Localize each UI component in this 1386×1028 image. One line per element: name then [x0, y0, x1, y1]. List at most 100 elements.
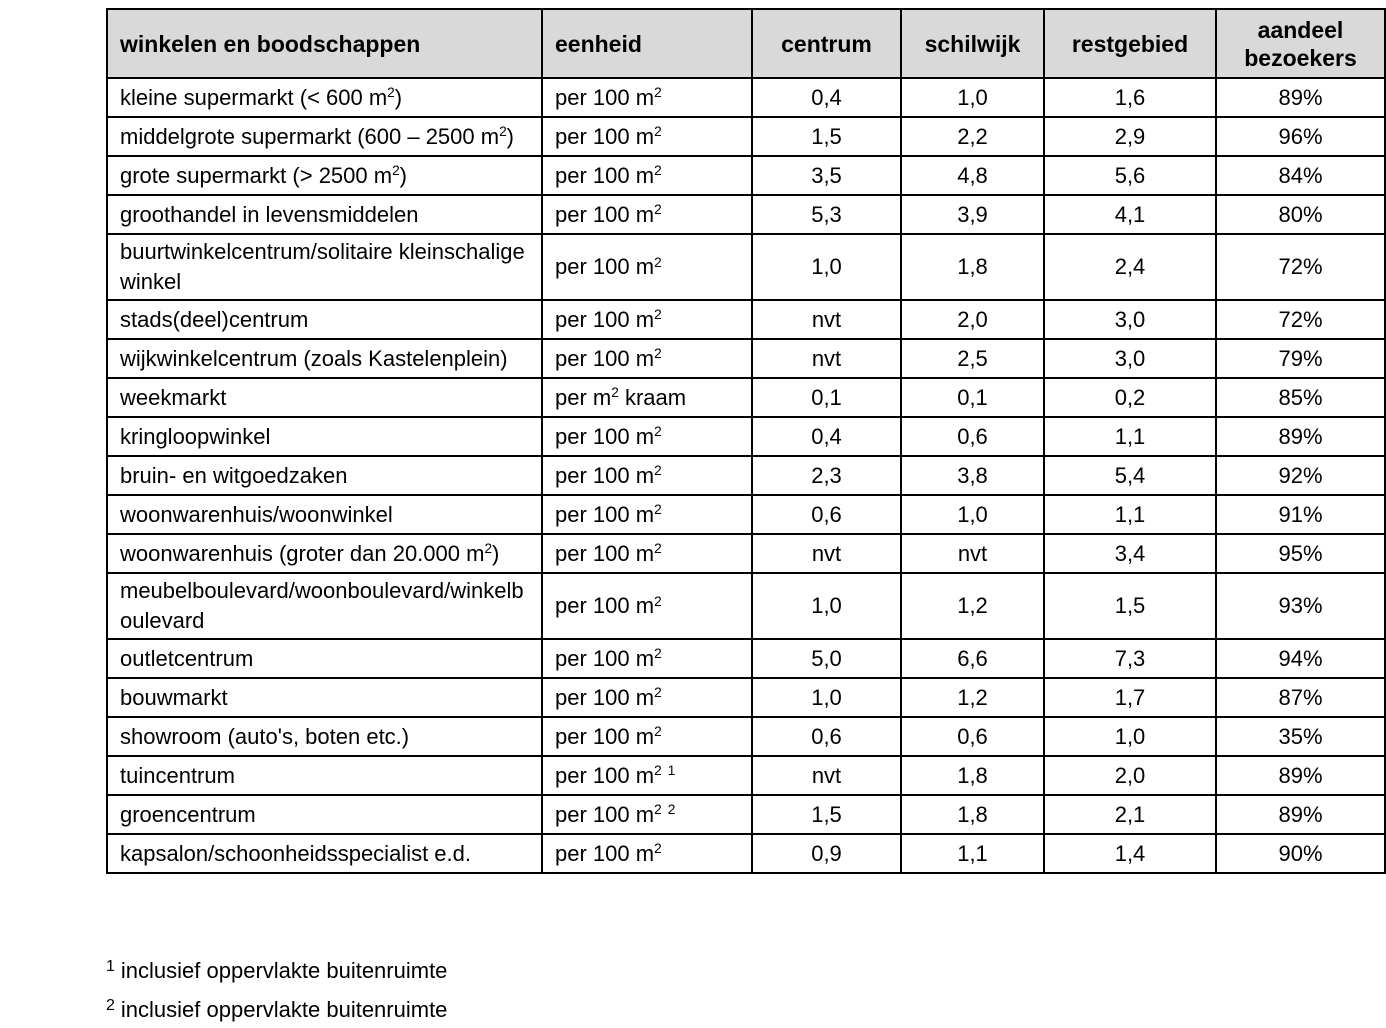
cell-aandeel-bezoekers: 96%	[1215, 116, 1386, 157]
superscript: 2	[654, 346, 662, 361]
cell-centrum: 0,4	[751, 77, 902, 118]
cell-centrum: 0,6	[751, 494, 902, 535]
footnote-marker: 2	[106, 996, 115, 1014]
cell-centrum: 0,1	[751, 377, 902, 418]
cell-eenheid: per 100 m2	[541, 572, 753, 640]
column-header-eenheid: eenheid	[541, 8, 753, 79]
superscript: 2	[654, 463, 662, 478]
cell-category: groencentrum	[106, 794, 543, 835]
cell-centrum: 0,4	[751, 416, 902, 457]
cell-restgebied: 1,1	[1043, 494, 1217, 535]
table-row: bouwmarkt per 100 m2 1,0 1,2 1,7 87%	[106, 677, 1386, 718]
superscript: 2	[654, 593, 662, 609]
table-row: groothandel in levensmiddelen per 100 m2 5…	[106, 194, 1386, 235]
cell-eenheid: per 100 m2	[541, 416, 753, 457]
table-row: showroom (auto's, boten etc.) per 100 m2 0…	[106, 716, 1386, 757]
cell-eenheid: per 100 m2	[541, 77, 753, 118]
superscript: 2	[654, 85, 662, 100]
cell-schilwijk: 2,5	[900, 338, 1045, 379]
cell-aandeel-bezoekers: 84%	[1215, 155, 1386, 196]
cell-restgebied: 2,1	[1043, 794, 1217, 835]
superscript: 2	[654, 202, 662, 217]
cell-category: groothandel in levensmiddelen	[106, 194, 543, 235]
superscript: 2	[654, 163, 662, 178]
cell-eenheid: per 100 m2	[541, 638, 753, 679]
cell-eenheid: per 100 m2	[541, 455, 753, 496]
cell-centrum: nvt	[751, 299, 902, 340]
cell-aandeel-bezoekers: 72%	[1215, 299, 1386, 340]
footnote-marker: 1	[106, 957, 115, 975]
cell-restgebied: 1,5	[1043, 572, 1217, 640]
table-row: tuincentrum per 100 m2 1 nvt 1,8 2,0 89%	[106, 755, 1386, 796]
cell-restgebied: 1,0	[1043, 716, 1217, 757]
cell-restgebied: 3,4	[1043, 533, 1217, 574]
cell-schilwijk: 2,0	[900, 299, 1045, 340]
cell-schilwijk: 1,8	[900, 755, 1045, 796]
table-header-row: winkelen en boodschappen eenheid centrum…	[106, 8, 1386, 79]
cell-centrum: nvt	[751, 755, 902, 796]
cell-restgebied: 7,3	[1043, 638, 1217, 679]
cell-schilwijk: 1,0	[900, 494, 1045, 535]
cell-centrum: 1,5	[751, 794, 902, 835]
cell-restgebied: 0,2	[1043, 377, 1217, 418]
superscript: 2	[654, 802, 662, 817]
table-row: grote supermarkt (> 2500 m2) per 100 m2 3,…	[106, 155, 1386, 196]
table-row: meubelboulevard/woonboulevard/winkelboul…	[106, 572, 1386, 640]
superscript: 2	[654, 124, 662, 139]
superscript: 2	[654, 424, 662, 439]
column-header-winkelen-en-boodschappen: winkelen en boodschappen	[106, 8, 543, 79]
table-row: wijkwinkelcentrum (zoals Kastelenplein) p…	[106, 338, 1386, 379]
cell-aandeel-bezoekers: 89%	[1215, 77, 1386, 118]
cell-schilwijk: 3,9	[900, 194, 1045, 235]
cell-centrum: nvt	[751, 338, 902, 379]
cell-eenheid: per 100 m2 1	[541, 755, 753, 796]
norms-table: winkelen en boodschappen eenheid centrum…	[106, 8, 1386, 874]
footnote-text: inclusief oppervlakte buitenruimte	[120, 958, 448, 983]
cell-schilwijk: 1,0	[900, 77, 1045, 118]
cell-category: woonwarenhuis/woonwinkel	[106, 494, 543, 535]
superscript: 2	[654, 646, 662, 661]
cell-eenheid: per 100 m2	[541, 677, 753, 718]
column-header-centrum: centrum	[751, 8, 902, 79]
cell-centrum: 1,0	[751, 233, 902, 301]
superscript: 2	[654, 307, 662, 322]
table-row: groencentrum per 100 m2 2 1,5 1,8 2,1 89%	[106, 794, 1386, 835]
cell-eenheid: per 100 m2	[541, 833, 753, 874]
cell-eenheid: per m2 kraam	[541, 377, 753, 418]
table-body: kleine supermarkt (< 600 m2) per 100 m2 0,…	[106, 77, 1386, 874]
cell-eenheid: per 100 m2	[541, 299, 753, 340]
cell-category: bouwmarkt	[106, 677, 543, 718]
cell-centrum: 2,3	[751, 455, 902, 496]
cell-schilwijk: 0,1	[900, 377, 1045, 418]
cell-schilwijk: 1,2	[900, 677, 1045, 718]
cell-category: kringloopwinkel	[106, 416, 543, 457]
cell-schilwijk: 1,8	[900, 233, 1045, 301]
cell-category: outletcentrum	[106, 638, 543, 679]
table-row: middelgrote supermarkt (600 – 2500 m2) pe…	[106, 116, 1386, 157]
cell-centrum: 0,6	[751, 716, 902, 757]
cell-restgebied: 1,1	[1043, 416, 1217, 457]
cell-schilwijk: 1,8	[900, 794, 1045, 835]
cell-category: buurtwinkelcentrum/solitaire kleinschali…	[106, 233, 543, 301]
cell-category: wijkwinkelcentrum (zoals Kastelenplein)	[106, 338, 543, 379]
cell-aandeel-bezoekers: 93%	[1215, 572, 1386, 640]
cell-centrum: 1,0	[751, 572, 902, 640]
cell-category: tuincentrum	[106, 755, 543, 796]
superscript: 2	[654, 541, 662, 556]
superscript: 2	[654, 724, 662, 739]
cell-aandeel-bezoekers: 87%	[1215, 677, 1386, 718]
cell-schilwijk: 2,2	[900, 116, 1045, 157]
cell-schilwijk: 3,8	[900, 455, 1045, 496]
cell-eenheid: per 100 m2	[541, 155, 753, 196]
table-row: stads(deel)centrum per 100 m2 nvt 2,0 3,0 72%	[106, 299, 1386, 340]
cell-category: bruin- en witgoedzaken	[106, 455, 543, 496]
footnote: 1 inclusief oppervlakte buitenruimte	[106, 956, 447, 989]
cell-schilwijk: nvt	[900, 533, 1045, 574]
cell-restgebied: 1,4	[1043, 833, 1217, 874]
cell-aandeel-bezoekers: 89%	[1215, 755, 1386, 796]
cell-centrum: nvt	[751, 533, 902, 574]
superscript: 2	[484, 541, 493, 556]
cell-aandeel-bezoekers: 35%	[1215, 716, 1386, 757]
table-row: weekmarkt per m2 kraam 0,1 0,1 0,2 85%	[106, 377, 1386, 418]
